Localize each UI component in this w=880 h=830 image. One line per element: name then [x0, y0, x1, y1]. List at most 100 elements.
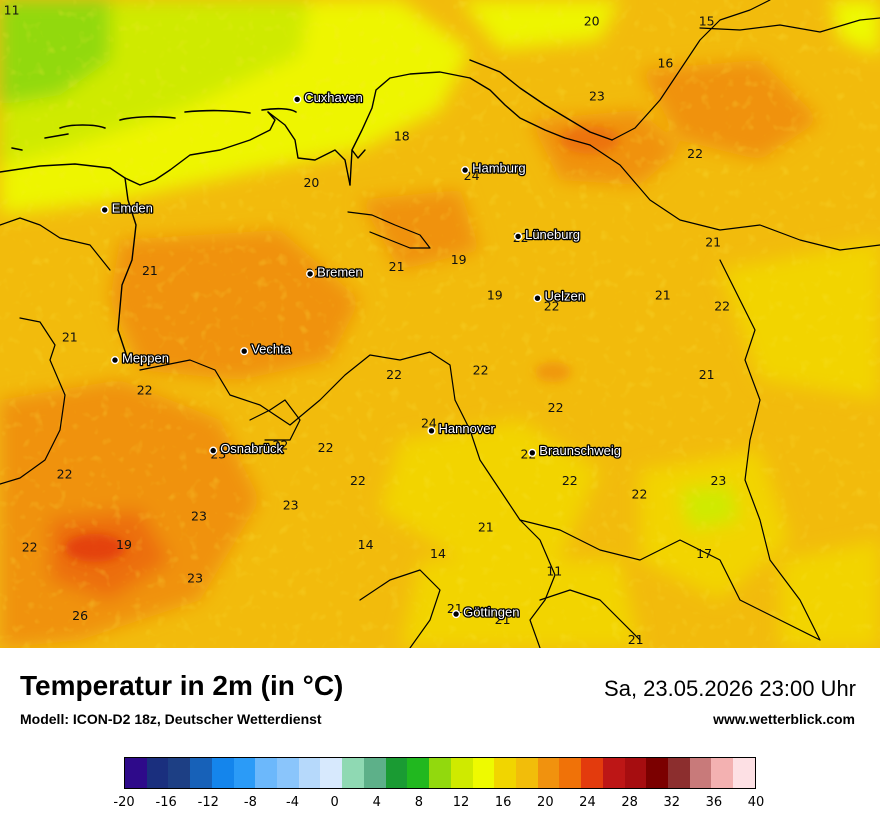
map-title: Temperatur in 2m (in °C) — [20, 670, 344, 701]
temperature-value: 21 — [699, 367, 715, 382]
city-label: Emden — [112, 200, 153, 215]
legend-swatch — [320, 758, 343, 788]
temperature-value: 22 — [137, 383, 153, 398]
model-info: Modell: ICON-D2 18z, Deutscher Wetterdie… — [20, 711, 322, 727]
legend-swatch — [581, 758, 603, 788]
legend-swatch — [450, 758, 473, 788]
city-bremen: Bremen — [306, 263, 364, 281]
temperature-value: 21 — [389, 259, 405, 274]
legend-tick: 16 — [494, 795, 512, 810]
city-dot — [461, 166, 470, 175]
legend-swatch — [602, 758, 625, 788]
elbe-north-bank — [469, 59, 613, 141]
legend-swatch — [429, 758, 451, 788]
city-osnabrueck: Osnabrück — [209, 440, 285, 457]
temperature-value: 22 — [714, 299, 730, 314]
island-borkum — [59, 124, 106, 129]
boundaries — [0, 0, 880, 648]
city-label: Göttingen — [463, 605, 519, 620]
island-juist — [119, 115, 176, 121]
weser-mouth — [351, 149, 366, 159]
city-label: Meppen — [122, 351, 169, 366]
temperature-value: 22 — [350, 473, 366, 488]
border-bremen — [347, 211, 431, 249]
legend-swatch — [624, 758, 647, 788]
border-nl-south — [0, 317, 66, 485]
temperature-value: 14 — [430, 546, 446, 561]
city-label: Vechta — [251, 342, 292, 357]
map-canvas: 11 20 15 16 23 18 22 24 20 22 21 21 22 21 19 19 22 21 22 21… — [0, 0, 880, 648]
border-he-th — [539, 589, 641, 641]
coastline-dollart — [0, 163, 171, 186]
legend-tick: 24 — [579, 795, 596, 810]
city-dot — [293, 95, 302, 104]
city-hamburg: Hamburg — [461, 159, 527, 177]
island-rottum — [11, 147, 23, 151]
temperature-value: 22 — [632, 486, 648, 501]
city-vechta: Vechta — [240, 340, 293, 358]
legend-swatch — [125, 758, 147, 788]
legend-swatch — [711, 758, 734, 788]
legend-tick: 8 — [414, 795, 424, 810]
temperature-field — [0, 0, 880, 648]
legend-swatch — [363, 758, 386, 788]
legend-tick: -12 — [197, 795, 219, 810]
city-label: Bremen — [317, 264, 363, 279]
city-dot — [533, 294, 542, 303]
coastline-jade-west — [169, 111, 276, 171]
temperature-value: 11 — [546, 564, 562, 579]
legend-tick: -8 — [243, 795, 257, 810]
legend-swatch — [146, 758, 169, 788]
legend-tick: 12 — [452, 795, 470, 810]
legend-swatch — [385, 758, 408, 788]
city-dot — [452, 609, 461, 619]
legend-tick: -20 — [113, 795, 135, 810]
field-texture — [0, 0, 880, 648]
legend-tick: 36 — [705, 795, 723, 810]
city-label: Osnabrück — [220, 441, 283, 456]
temperature-value: 21 — [478, 520, 494, 535]
temperature-value: 11 — [4, 3, 20, 18]
temperature-value: 19 — [116, 537, 132, 552]
legend-tick: 28 — [621, 795, 638, 810]
legend-swatch — [515, 758, 538, 788]
border-nl-north — [0, 217, 111, 271]
city-label: Hannover — [439, 421, 496, 436]
legend-swatch — [211, 758, 234, 788]
city-emden: Emden — [100, 199, 154, 217]
temperature-value: 21 — [62, 330, 78, 345]
temperature-value: 21 — [705, 235, 721, 250]
color-legend — [124, 757, 756, 789]
legend-tick: 32 — [663, 795, 680, 810]
temperature-value: 18 — [394, 129, 410, 144]
hotspot-hannover — [535, 362, 571, 382]
hotspot-hamburg — [560, 126, 620, 154]
city-dot — [427, 426, 436, 435]
city-label: Hamburg — [472, 161, 525, 176]
city-dot — [110, 356, 120, 365]
city-dot — [100, 205, 109, 215]
city-hannover: Hannover — [427, 420, 497, 438]
coastline-jadebusen — [267, 111, 351, 186]
hotspot-ruhr — [65, 534, 125, 562]
legend-swatch — [190, 758, 212, 788]
temperature-value: 22 — [544, 299, 560, 314]
border-nrw-he — [359, 569, 441, 648]
temperature-value: 21 — [628, 632, 644, 647]
temperature-value: 23 — [710, 473, 726, 488]
legend-swatch — [667, 758, 690, 788]
temperature-value: 17 — [696, 546, 712, 561]
legend-swatch — [646, 758, 668, 788]
temperature-map: 11 20 15 16 23 18 22 24 20 22 21 21 22 21 19 19 22 21 22 21… — [0, 0, 880, 648]
temperature-value: 19 — [451, 252, 467, 267]
website-link[interactable]: www.wetterblick.com — [713, 711, 855, 727]
legend-swatch — [342, 758, 364, 788]
temperature-value: 22 — [687, 146, 703, 161]
legend-tick: -4 — [286, 795, 300, 810]
city-dot — [306, 269, 315, 279]
city-lueneburg: Lüneburg — [513, 226, 581, 243]
border-mv-north — [699, 17, 880, 33]
temperature-value: 15 — [699, 14, 715, 29]
temperature-value: 21 — [142, 263, 158, 278]
legend-tick: -16 — [155, 795, 177, 810]
